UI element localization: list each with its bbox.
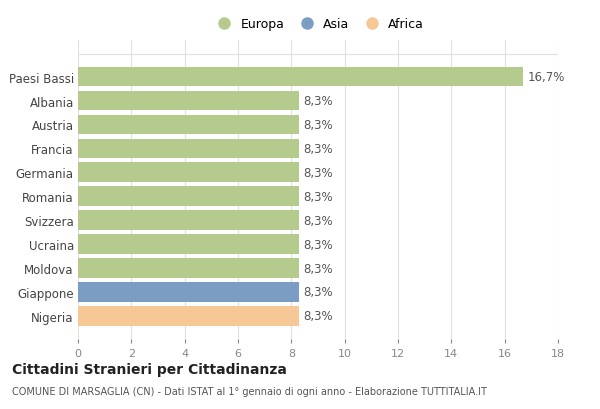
Bar <box>78 163 299 183</box>
Bar <box>78 187 299 207</box>
Bar <box>78 139 299 159</box>
Text: 8,3%: 8,3% <box>304 262 333 275</box>
Bar <box>78 92 299 111</box>
Bar <box>78 258 299 278</box>
Text: 8,3%: 8,3% <box>304 286 333 299</box>
Text: 16,7%: 16,7% <box>527 71 565 84</box>
Bar <box>78 306 299 326</box>
Text: 8,3%: 8,3% <box>304 214 333 227</box>
Text: 8,3%: 8,3% <box>304 119 333 132</box>
Legend: Europa, Asia, Africa: Europa, Asia, Africa <box>208 14 428 35</box>
Text: 8,3%: 8,3% <box>304 142 333 155</box>
Text: 8,3%: 8,3% <box>304 190 333 203</box>
Text: 8,3%: 8,3% <box>304 238 333 251</box>
Bar <box>78 235 299 254</box>
Bar <box>78 211 299 230</box>
Bar <box>78 67 523 87</box>
Text: Cittadini Stranieri per Cittadinanza: Cittadini Stranieri per Cittadinanza <box>12 362 287 376</box>
Text: COMUNE DI MARSAGLIA (CN) - Dati ISTAT al 1° gennaio di ogni anno - Elaborazione : COMUNE DI MARSAGLIA (CN) - Dati ISTAT al… <box>12 387 487 396</box>
Text: 8,3%: 8,3% <box>304 310 333 323</box>
Text: 8,3%: 8,3% <box>304 166 333 180</box>
Bar <box>78 283 299 302</box>
Bar <box>78 115 299 135</box>
Text: 8,3%: 8,3% <box>304 95 333 108</box>
